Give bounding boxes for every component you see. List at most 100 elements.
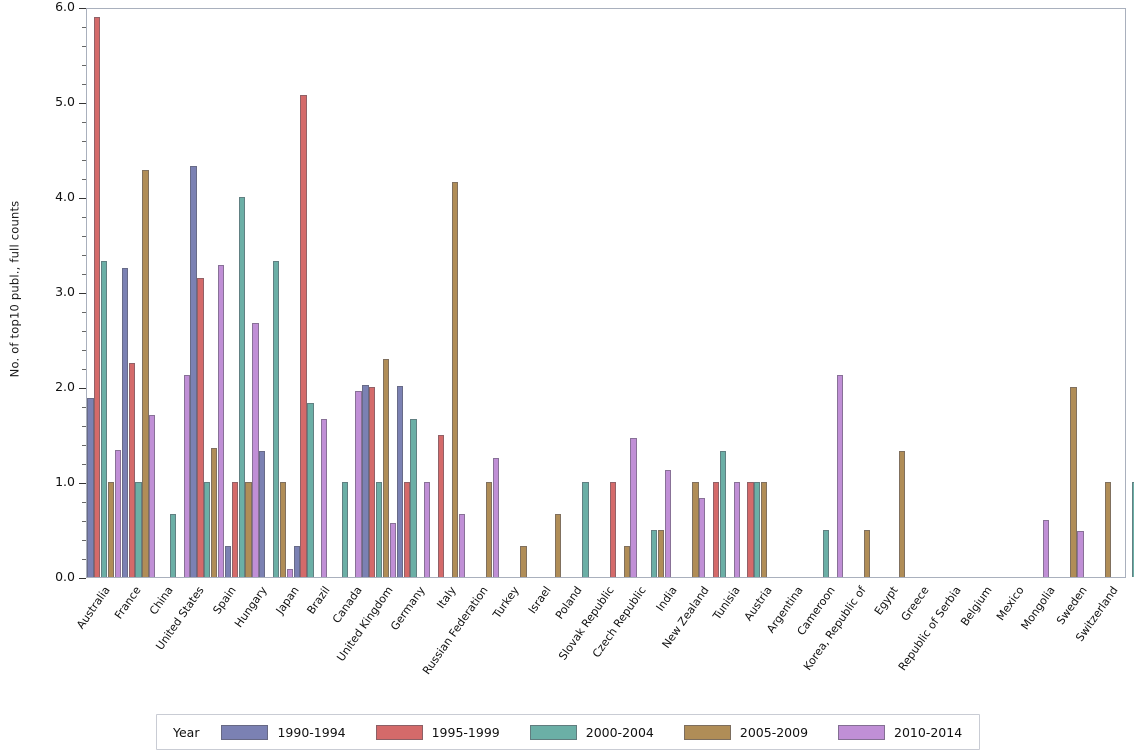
y-tick-mark — [81, 65, 86, 66]
bar-group — [87, 9, 122, 577]
bar — [307, 403, 314, 577]
x-tick-label: Brazil — [304, 584, 334, 617]
bar — [623, 545, 630, 577]
bar — [836, 374, 843, 577]
bar — [238, 197, 245, 577]
bar — [169, 514, 177, 577]
bar-group — [740, 9, 774, 577]
bar-group — [465, 9, 500, 577]
y-tick-label: 1.0 — [55, 474, 75, 489]
bar-group — [293, 9, 328, 577]
bar — [747, 482, 754, 577]
bar — [451, 181, 458, 577]
bar — [664, 469, 672, 577]
bar — [712, 482, 720, 577]
x-tick: Mexico — [994, 580, 1032, 700]
bar — [279, 482, 287, 577]
x-tick-label: Turkey — [490, 584, 523, 621]
bar — [630, 438, 637, 577]
y-axis-ticks: 0.0 1.0 2.0 3.0 4.0 5.0 6.0 — [0, 0, 86, 584]
bar — [259, 450, 266, 577]
bar — [657, 529, 665, 577]
y-tick-mark — [79, 103, 86, 105]
legend-swatch — [529, 724, 577, 740]
x-tick-label: Israel — [525, 584, 554, 617]
x-tick-label: Poland — [553, 584, 586, 622]
bar-group — [637, 9, 672, 577]
bar — [142, 170, 149, 577]
x-tick: Turkey — [491, 580, 528, 700]
bar-group — [1015, 9, 1050, 577]
bar — [403, 482, 410, 577]
x-tick: Germany — [388, 580, 433, 700]
x-tick: Republic of Serbia — [896, 580, 969, 700]
bar — [719, 450, 727, 577]
legend-label: 1995-1999 — [431, 724, 500, 740]
legend-item[interactable]: 2005-2009 — [683, 724, 808, 740]
y-tick-mark — [81, 312, 86, 313]
y-tick-mark — [81, 46, 86, 47]
y-tick-mark — [79, 388, 86, 390]
bar-group — [912, 9, 946, 577]
x-tick-label: India — [653, 584, 680, 614]
y-tick-mark — [79, 578, 86, 580]
bar — [437, 435, 445, 577]
bar — [554, 514, 562, 577]
legend-item[interactable]: 1990-1994 — [221, 724, 346, 740]
bar — [733, 482, 740, 577]
plot-area — [86, 8, 1134, 578]
bar — [300, 95, 307, 577]
bar-group — [534, 9, 568, 577]
bar-group — [224, 9, 259, 577]
y-tick-mark — [81, 274, 86, 275]
legend-swatch — [375, 724, 423, 740]
y-tick-label: 6.0 — [55, 0, 75, 14]
bar-groups — [87, 9, 1134, 577]
x-tick: Hungary — [232, 580, 276, 700]
legend-item[interactable]: 2000-2004 — [529, 724, 654, 740]
x-tick: Belgium — [958, 580, 1000, 700]
bar — [149, 414, 156, 577]
legend-item[interactable]: 2010-2014 — [838, 724, 962, 740]
bar — [699, 498, 706, 577]
y-tick-label: 0.0 — [55, 569, 75, 584]
bar — [94, 16, 101, 577]
bar — [114, 449, 122, 577]
bar — [1132, 482, 1134, 577]
x-tick: Argentina — [764, 580, 811, 700]
y-tick-mark — [81, 445, 86, 446]
bar — [87, 398, 94, 577]
y-tick-mark — [81, 179, 86, 180]
x-tick-label: Italy — [434, 584, 460, 612]
bar — [321, 419, 328, 577]
bar — [252, 323, 259, 577]
x-tick: Spain — [210, 580, 244, 700]
bar — [389, 522, 397, 577]
legend-label: 2000-2004 — [585, 724, 654, 740]
bar — [369, 387, 376, 577]
bar — [183, 374, 190, 577]
x-tick-label: Tunisia — [710, 584, 743, 623]
x-tick: Russian Federation — [420, 580, 496, 700]
legend-item[interactable]: 1995-1999 — [375, 724, 500, 740]
y-tick-mark — [81, 141, 86, 142]
bar — [486, 482, 493, 577]
bar — [231, 482, 238, 577]
y-tick-mark — [81, 369, 86, 370]
bar — [362, 385, 369, 577]
bar-group — [328, 9, 362, 577]
x-tick: Brazil — [304, 580, 339, 700]
x-tick-label: China — [146, 584, 176, 618]
y-tick-mark — [81, 217, 86, 218]
y-tick-label: 5.0 — [55, 94, 75, 109]
bar — [128, 363, 135, 577]
bar-group — [775, 9, 809, 577]
bar — [382, 358, 390, 577]
bar — [761, 482, 768, 577]
x-tick-label: Australia — [73, 584, 113, 632]
bar-group — [1118, 9, 1134, 577]
y-tick-mark — [81, 122, 86, 123]
bar — [822, 529, 830, 577]
bar — [245, 482, 252, 577]
